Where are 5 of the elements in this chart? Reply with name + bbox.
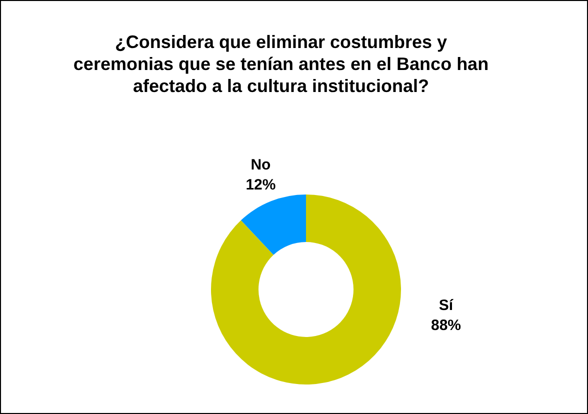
data-label: 88%: [430, 317, 462, 334]
chart-title: ¿Considera que eliminar costumbres y ceremonias que se tenían antes en el Banco han afectado a la cultura institucional?: [72, 31, 490, 97]
slice-label: No: [250, 156, 271, 174]
data-label: 12%: [246, 176, 276, 194]
slice-label: Sí: [438, 297, 454, 314]
